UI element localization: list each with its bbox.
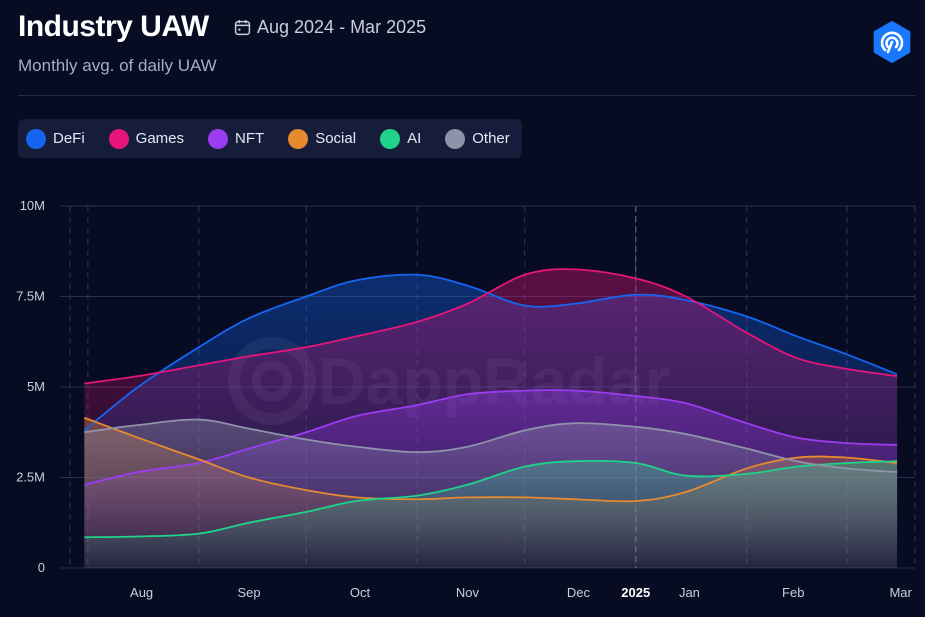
legend-dot xyxy=(208,128,229,149)
line-ai xyxy=(84,459,898,539)
legend-dot xyxy=(26,128,46,149)
series-lines xyxy=(83,268,898,539)
area-other xyxy=(84,419,898,568)
x-tick-label: Jan xyxy=(679,585,700,600)
legend-dot xyxy=(288,128,309,149)
x-tick-label: Nov xyxy=(456,585,480,600)
y-tick-label: 10M xyxy=(20,198,45,213)
dappradar-logo-icon[interactable] xyxy=(871,21,913,63)
line-social xyxy=(84,416,898,503)
calendar-icon xyxy=(234,20,251,36)
y-tick-label: 5M xyxy=(27,379,45,394)
header-divider xyxy=(18,95,916,96)
legend-item-social[interactable]: Social xyxy=(288,128,357,149)
legend-label: Games xyxy=(135,130,185,147)
legend-item-nft[interactable]: NFT xyxy=(208,128,265,149)
legend-dot xyxy=(380,128,401,149)
line-games xyxy=(84,268,898,385)
legend-label: NFT xyxy=(235,130,265,147)
axes: 0 2.5M 5M 7.5M 10M Aug Sep Oct Nov Dec 2025 Jan Feb M… xyxy=(16,198,912,600)
line-nft xyxy=(84,389,898,486)
x-tick-label: Feb xyxy=(782,585,804,600)
legend-dot xyxy=(108,128,129,149)
legend-item-defi[interactable]: DeFi xyxy=(26,128,85,149)
y-tick-label: 2.5M xyxy=(16,470,45,485)
legend-label: Social xyxy=(315,130,357,147)
legend-dot xyxy=(445,128,466,149)
chart-legend: DeFi Games NFT Social AI Other xyxy=(18,119,522,158)
chart-title: Industry UAW xyxy=(18,10,209,43)
date-range-label: Aug 2024 - Mar 2025 xyxy=(257,17,427,37)
legend-item-other[interactable]: Other xyxy=(445,128,510,149)
legend-label: DeFi xyxy=(53,130,85,147)
y-tick-label: 0 xyxy=(38,560,45,575)
x-tick-label: Mar xyxy=(889,585,912,600)
x-tick-label: Sep xyxy=(237,585,260,600)
legend-item-ai[interactable]: AI xyxy=(380,128,422,149)
x-tick-label: Aug xyxy=(130,585,153,600)
chart-subtitle: Monthly avg. of daily UAW xyxy=(18,56,217,75)
series-areas xyxy=(84,269,898,568)
date-range-picker[interactable]: Aug 2024 - Mar 2025 xyxy=(234,17,426,38)
x-tick-label: Oct xyxy=(350,585,371,600)
legend-item-games[interactable]: Games xyxy=(108,128,185,149)
legend-label: Other xyxy=(472,130,510,147)
x-tick-label: Dec xyxy=(567,585,591,600)
x-tick-label: 2025 xyxy=(621,585,650,600)
y-tick-label: 7.5M xyxy=(16,289,45,304)
legend-label: AI xyxy=(407,130,422,147)
line-other xyxy=(84,418,898,473)
